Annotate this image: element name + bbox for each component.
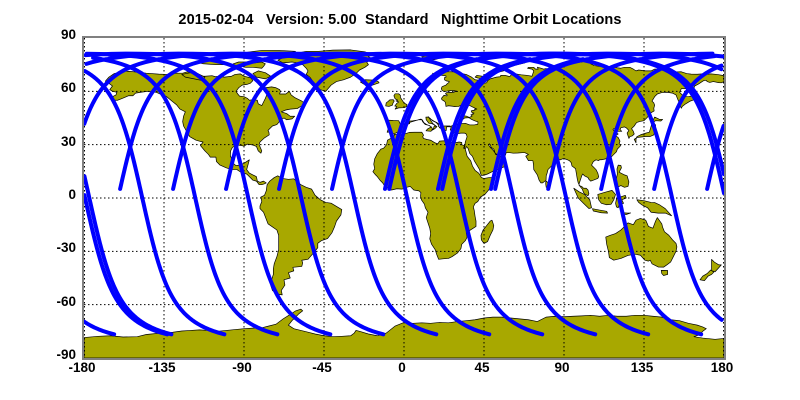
y-tick-label: 30	[60, 133, 76, 149]
orbit-track-5	[84, 51, 717, 337]
x-tick-label: -180	[68, 360, 96, 375]
orbit-track-descending-10	[224, 57, 320, 191]
x-tick-label: -90	[232, 360, 252, 375]
y-tick-label: -90	[56, 347, 76, 362]
orbit-track-10	[318, 51, 651, 337]
y-tick-label: -30	[56, 240, 76, 256]
orbit-track-descending-12	[330, 57, 426, 191]
orbit-track-descending-5	[599, 57, 695, 191]
orbit-track-8	[212, 51, 545, 337]
y-tick-label: 90	[60, 27, 76, 42]
orbit-track-6	[106, 51, 439, 337]
orbit-track-12	[84, 51, 724, 337]
orbit-track-descending-4	[546, 57, 642, 191]
land-layer	[104, 49, 724, 296]
x-tick-label: 90	[554, 360, 570, 375]
world-map-canvas	[84, 38, 724, 358]
orbit-track-descending-15	[488, 57, 585, 191]
orbit-track-4	[84, 51, 715, 337]
orbit-track-descending-8	[118, 57, 214, 191]
x-tick-label: 45	[474, 360, 490, 375]
y-tick-label: -60	[56, 293, 76, 309]
orbit-track-7	[159, 51, 492, 337]
x-tick-label: -45	[312, 360, 332, 375]
orbit-track-descending-1	[387, 57, 484, 191]
orbit-track-descending-9	[171, 57, 267, 191]
orbit-track-11	[371, 51, 704, 337]
orbit-track-descending-14	[436, 57, 532, 191]
x-tick-label: 135	[630, 360, 654, 375]
orbit-track-descending-13	[383, 57, 479, 191]
orbit-track-descending-7	[84, 57, 724, 191]
orbit-track-descending-2	[440, 57, 537, 191]
page-title: 2015-02-04 Version: 5.00 Standard Nightt…	[178, 12, 622, 28]
y-tick-label: 60	[60, 80, 76, 96]
grid-lines	[84, 38, 724, 358]
x-tick-label: 180	[710, 360, 734, 375]
map-plot-area	[82, 36, 726, 360]
x-tick-label: 0	[398, 360, 406, 375]
orbit-track-layer	[84, 51, 724, 337]
orbit-track-descending-11	[277, 57, 373, 191]
orbit-track-9	[265, 51, 598, 337]
orbit-track-descending-3	[493, 57, 590, 191]
x-tick-label: -135	[148, 360, 176, 375]
y-tick-label: 0	[68, 187, 76, 202]
orbit-track-descending-6	[84, 57, 724, 191]
